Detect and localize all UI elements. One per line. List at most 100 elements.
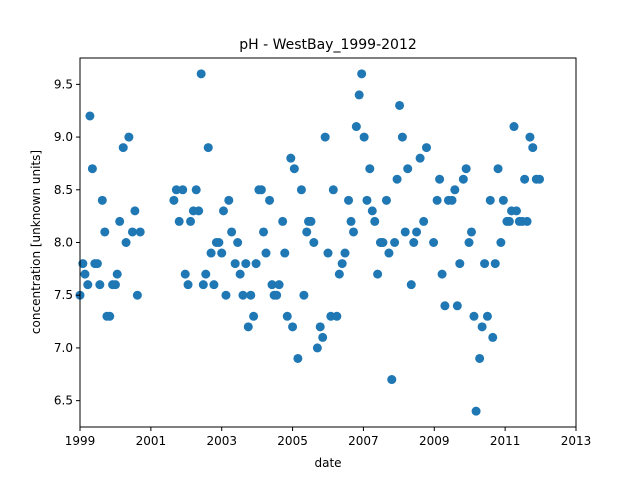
data-point bbox=[97, 195, 107, 205]
data-point bbox=[299, 290, 309, 300]
data-point bbox=[381, 195, 391, 205]
data-point bbox=[135, 227, 145, 237]
data-point bbox=[288, 322, 298, 332]
data-point bbox=[397, 132, 407, 142]
data-point bbox=[362, 195, 372, 205]
data-point bbox=[373, 269, 383, 279]
data-point bbox=[504, 216, 514, 226]
data-point bbox=[169, 195, 179, 205]
data-point bbox=[432, 195, 442, 205]
y-tick-label: 8.5 bbox=[54, 183, 73, 197]
y-tick-label: 6.5 bbox=[54, 394, 73, 408]
data-point bbox=[323, 248, 333, 258]
data-points bbox=[75, 69, 545, 416]
data-point bbox=[390, 238, 400, 247]
x-tick-label: 2011 bbox=[490, 434, 521, 448]
data-point bbox=[455, 259, 465, 269]
data-point bbox=[452, 301, 462, 311]
x-axis-label: date bbox=[314, 456, 341, 470]
data-point bbox=[498, 195, 508, 205]
data-point bbox=[384, 248, 394, 258]
data-point bbox=[493, 164, 503, 174]
data-point bbox=[224, 195, 234, 205]
data-point bbox=[485, 195, 495, 205]
data-point bbox=[198, 280, 208, 290]
data-point bbox=[387, 375, 397, 385]
data-point bbox=[80, 269, 90, 279]
x-tick-label: 2013 bbox=[561, 434, 592, 448]
data-point bbox=[367, 206, 377, 216]
data-point bbox=[85, 111, 95, 121]
data-point bbox=[400, 227, 410, 237]
x-tick-label: 1999 bbox=[65, 434, 96, 448]
data-point bbox=[392, 174, 402, 184]
data-point bbox=[238, 290, 248, 300]
data-point bbox=[115, 216, 125, 226]
data-point bbox=[469, 311, 479, 321]
data-point bbox=[127, 227, 137, 237]
data-point bbox=[447, 195, 457, 205]
data-point bbox=[95, 280, 105, 290]
data-point bbox=[466, 227, 476, 237]
data-point bbox=[186, 216, 196, 226]
data-point bbox=[214, 238, 224, 247]
x-tick-label: 2005 bbox=[277, 434, 308, 448]
data-point bbox=[118, 143, 128, 153]
data-point bbox=[346, 216, 356, 226]
data-point bbox=[440, 301, 450, 311]
data-point bbox=[249, 311, 259, 321]
data-point bbox=[241, 259, 251, 269]
y-tick-label: 9.5 bbox=[54, 77, 73, 91]
data-point bbox=[334, 269, 344, 279]
data-point bbox=[132, 290, 142, 300]
data-point bbox=[267, 280, 277, 290]
data-point bbox=[246, 290, 256, 300]
data-point bbox=[121, 238, 131, 247]
data-point bbox=[378, 238, 388, 247]
data-point bbox=[265, 195, 275, 205]
y-axis-label: concentration [unknown units] bbox=[29, 150, 43, 334]
data-point bbox=[235, 269, 245, 279]
data-point bbox=[429, 238, 439, 247]
data-point bbox=[318, 332, 328, 342]
data-point bbox=[309, 238, 319, 247]
data-point bbox=[110, 280, 120, 290]
data-point bbox=[477, 322, 487, 332]
x-tick-label: 2009 bbox=[419, 434, 450, 448]
data-point bbox=[227, 227, 237, 237]
data-point bbox=[509, 122, 519, 132]
data-point bbox=[171, 185, 181, 195]
data-point bbox=[496, 238, 506, 247]
data-point bbox=[272, 290, 282, 300]
data-point bbox=[100, 227, 110, 237]
data-point bbox=[243, 322, 253, 332]
data-point bbox=[230, 259, 240, 269]
data-point bbox=[201, 269, 211, 279]
data-point bbox=[289, 164, 299, 174]
data-point bbox=[130, 206, 140, 216]
data-point bbox=[178, 185, 188, 195]
data-point bbox=[464, 238, 474, 247]
x-tick-label: 2001 bbox=[136, 434, 167, 448]
data-point bbox=[306, 216, 316, 226]
data-point bbox=[409, 238, 419, 247]
data-point bbox=[412, 227, 422, 237]
data-point bbox=[280, 248, 290, 258]
y-tick-label: 9.0 bbox=[54, 130, 73, 144]
data-point bbox=[421, 143, 431, 153]
data-point bbox=[458, 174, 468, 184]
data-point bbox=[78, 259, 88, 269]
data-point bbox=[278, 216, 288, 226]
y-axis-ticks: 6.5 7.0 7.5 8.0 8.5 9.0 9.5 bbox=[54, 77, 80, 408]
data-point bbox=[340, 248, 350, 258]
data-point bbox=[312, 343, 322, 353]
data-point bbox=[480, 259, 490, 269]
data-point bbox=[482, 311, 492, 321]
data-point bbox=[203, 143, 213, 153]
data-point bbox=[403, 164, 413, 174]
data-point bbox=[475, 353, 485, 363]
data-point bbox=[370, 216, 380, 226]
data-point bbox=[354, 90, 364, 100]
data-point bbox=[183, 280, 193, 290]
